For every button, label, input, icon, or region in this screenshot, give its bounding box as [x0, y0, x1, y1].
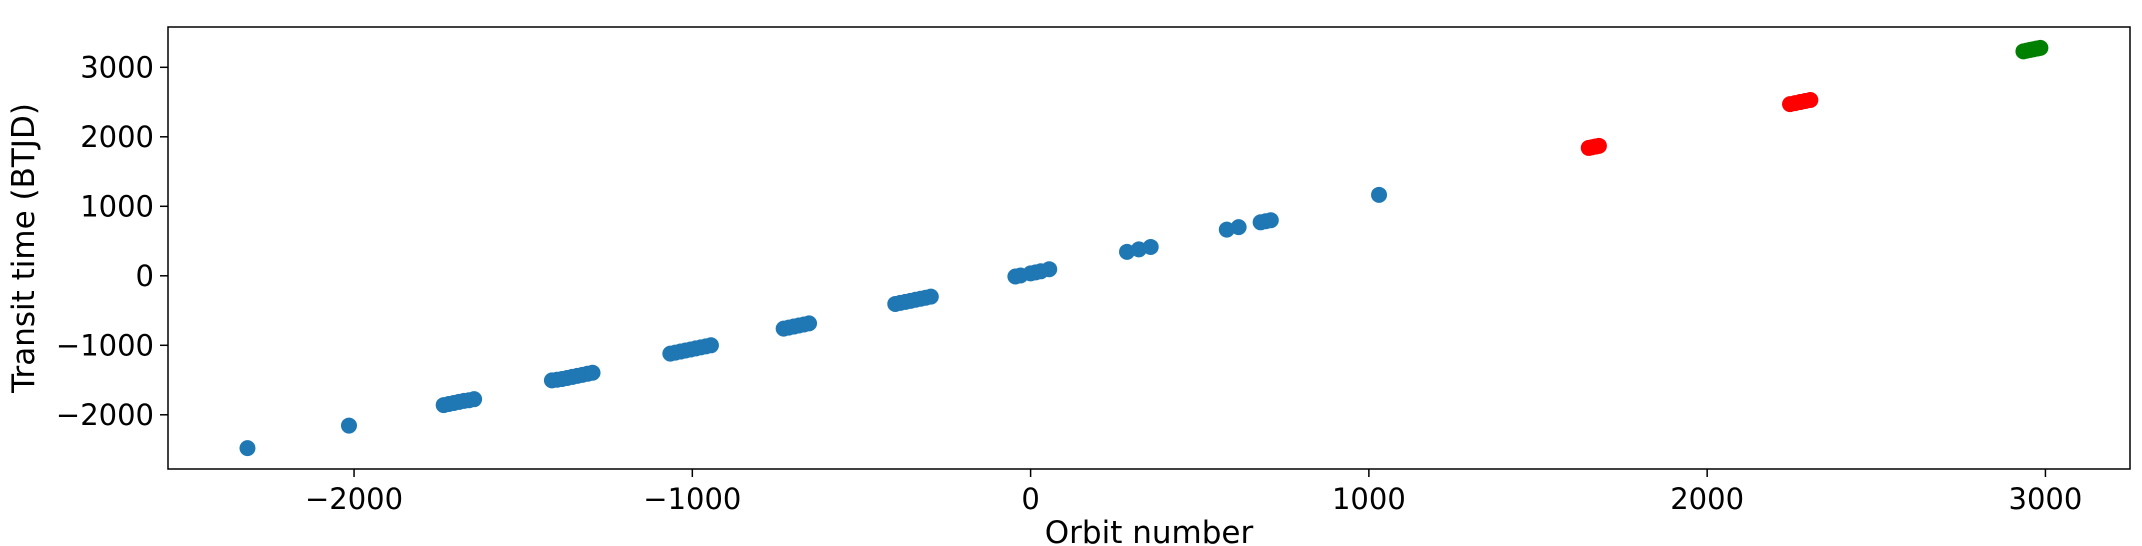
data-point — [1041, 261, 1058, 278]
data-point — [1262, 212, 1279, 229]
plot-frame — [167, 26, 2131, 470]
x-tick-label: −1000 — [643, 482, 741, 516]
x-tick-label: 0 — [1021, 482, 1039, 516]
x-tick-label: 2000 — [1670, 482, 1744, 516]
data-point — [1371, 186, 1388, 203]
data-point — [239, 440, 256, 457]
data-point — [1142, 238, 1159, 255]
y-tick-label: 0 — [136, 259, 154, 293]
data-point — [801, 315, 818, 332]
data-point — [584, 364, 601, 381]
data-points — [239, 39, 2049, 457]
x-tick-label: 3000 — [2009, 482, 2083, 516]
y-tick-label: 2000 — [80, 120, 154, 154]
data-point — [702, 337, 719, 354]
data-point — [340, 417, 357, 434]
data-point — [1230, 219, 1247, 236]
y-tick-label: −2000 — [56, 398, 154, 432]
data-point — [1802, 91, 1819, 108]
data-point — [1590, 137, 1607, 154]
data-point — [2032, 39, 2049, 56]
y-tick-label: −1000 — [56, 328, 154, 362]
y-axis-label: Transit time (BTJD) — [6, 103, 42, 394]
x-axis-label: Orbit number — [1045, 515, 1254, 546]
y-tick-label: 3000 — [80, 50, 154, 84]
data-point — [922, 288, 939, 305]
y-tick-label: 1000 — [80, 189, 154, 223]
x-tick-label: 1000 — [1332, 482, 1406, 516]
data-point — [466, 391, 483, 408]
x-tick-label: −2000 — [305, 482, 403, 516]
x-axis-ticks: −2000 −1000 0 1000 2000 3000 — [305, 469, 2082, 516]
y-axis-ticks: −2000 −1000 0 1000 2000 3000 — [56, 50, 168, 432]
